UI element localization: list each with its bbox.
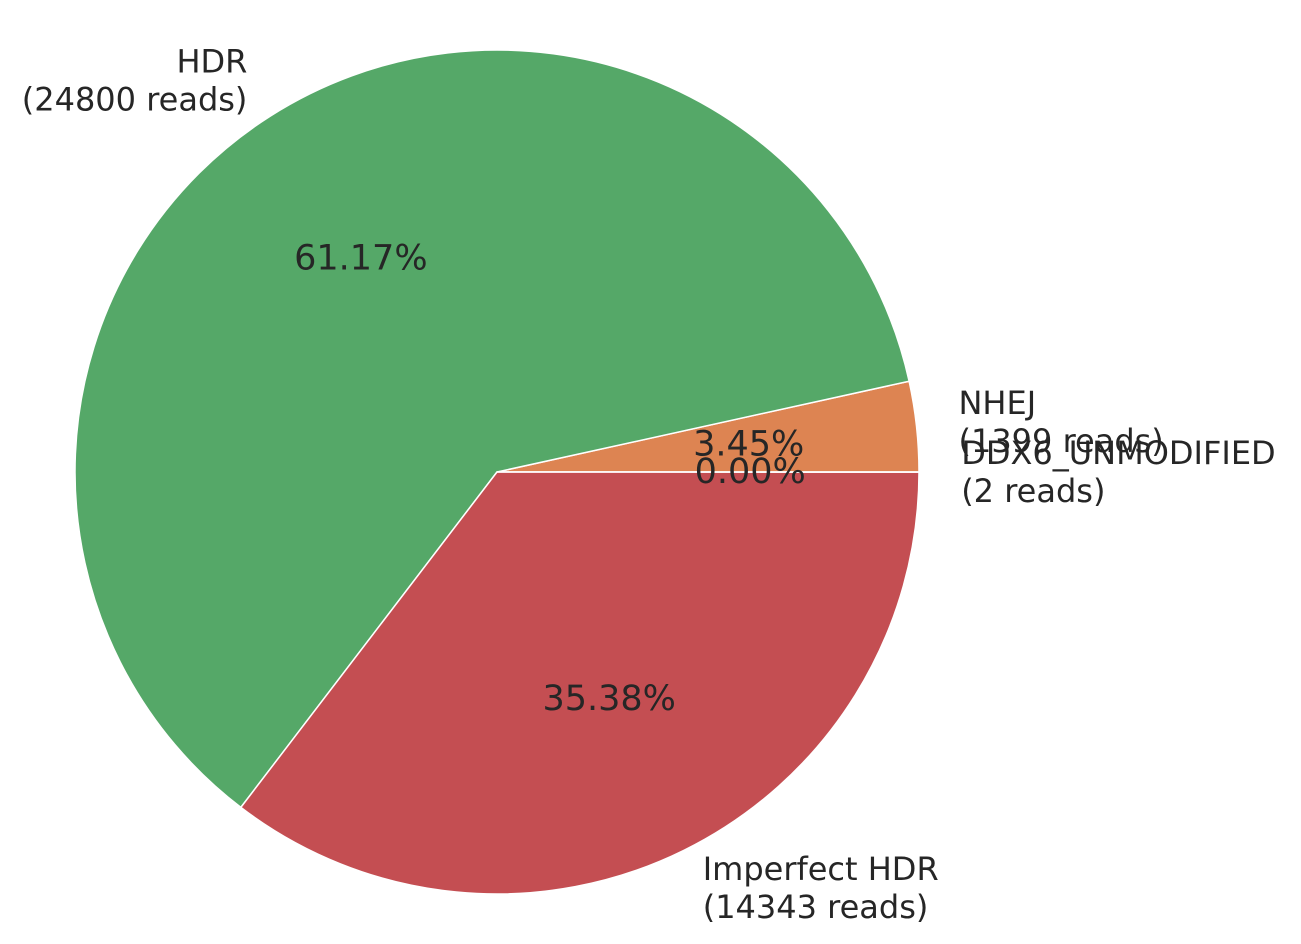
category-read-count: (24800 reads) [22, 81, 248, 119]
category-label-hdr: HDR (24800 reads) [22, 43, 248, 119]
category-name: HDR [176, 43, 247, 81]
pie-slices [74, 49, 920, 895]
percent-label-imperfect-hdr: 35.38% [542, 679, 675, 719]
category-read-count: (2 reads) [961, 472, 1105, 510]
category-label-imperfect-hdr: Imperfect HDR (14343 reads) [703, 850, 939, 926]
category-name: DDX6_UNMODIFIED [961, 434, 1275, 472]
category-name: NHEJ [958, 384, 1036, 422]
pie-slice-hdr [74, 49, 910, 809]
category-label-ddx6-unmodified: DDX6_UNMODIFIED (2 reads) [961, 434, 1275, 510]
percent-label-ddx6-unmodified: 0.00% [695, 452, 806, 492]
pie-slice-imperfect-hdr [240, 471, 920, 895]
percent-label-hdr: 61.17% [294, 239, 427, 279]
category-labels: NHEJ (1399 reads) HDR (24800 reads) Imperfec… [22, 43, 1276, 927]
category-name: Imperfect HDR [703, 850, 939, 888]
category-read-count: (1399 reads) [958, 422, 1163, 460]
category-label-nhej: NHEJ (1399 reads) [958, 384, 1163, 460]
category-read-count: (14343 reads) [703, 888, 929, 926]
percent-label-nhej: 3.45% [693, 425, 804, 465]
percent-labels: 3.45% 61.17% 35.38% 0.00% [294, 239, 806, 719]
